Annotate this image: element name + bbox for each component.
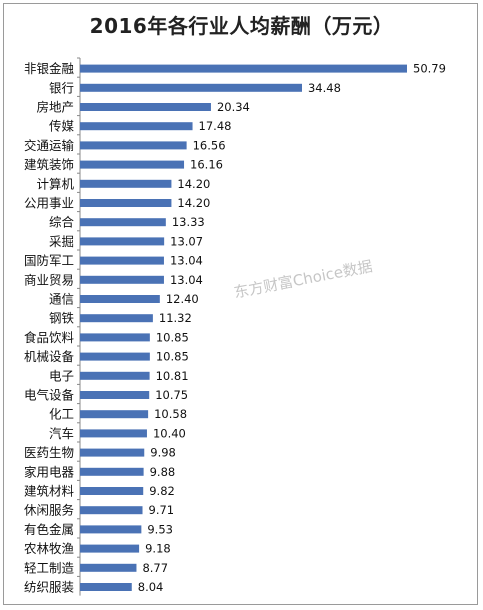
category-label: 银行: [49, 80, 74, 95]
category-label: 传媒: [49, 119, 75, 134]
bar: [80, 563, 137, 572]
bar: [80, 487, 144, 495]
data-label: 9.88: [150, 465, 176, 479]
bar: [80, 314, 153, 323]
data-label: 12.40: [166, 292, 199, 306]
category-label: 家用电器: [24, 464, 75, 479]
category-label: 休闲服务: [24, 503, 74, 518]
data-label: 8.77: [142, 561, 168, 575]
data-label: 9.71: [149, 503, 175, 517]
data-label: 10.75: [155, 388, 188, 402]
data-label: 20.34: [217, 100, 250, 114]
bar: [80, 410, 149, 419]
bar: [80, 333, 150, 342]
bar: [80, 352, 150, 361]
data-label: 14.20: [177, 177, 210, 191]
category-label: 建筑材料: [24, 484, 75, 499]
category-label: 交通运输: [24, 138, 75, 153]
chart-title: 2016年各行业人均薪酬（万元）: [89, 14, 394, 38]
category-label: 钢铁: [49, 311, 75, 326]
bar: [80, 275, 164, 284]
category-label: 轻工制造: [24, 560, 75, 575]
bar: [80, 64, 407, 73]
bar: [80, 448, 145, 457]
bar: [80, 506, 143, 515]
bar: [80, 467, 144, 476]
bar: [80, 391, 150, 399]
category-label: 机械设备: [24, 349, 75, 364]
data-label: 17.48: [199, 119, 232, 133]
data-label: 10.81: [156, 369, 189, 383]
category-label: 有色金属: [24, 522, 74, 537]
bar: [80, 122, 193, 131]
category-label: 建筑装饰: [24, 157, 74, 172]
category-label: 医药生物: [24, 445, 74, 460]
category-label: 综合: [49, 215, 75, 230]
category-label: 计算机: [36, 176, 74, 191]
bar: [80, 583, 132, 591]
data-label: 10.58: [154, 407, 187, 421]
bar: [80, 429, 147, 438]
category-label: 农林牧渔: [24, 541, 74, 556]
category-label: 纺织服装: [24, 580, 74, 595]
bar: [80, 199, 172, 207]
category-label: 通信: [49, 292, 74, 307]
data-label: 9.53: [147, 522, 173, 536]
data-label: 8.04: [138, 580, 164, 594]
category-label: 房地产: [36, 100, 74, 115]
data-label: 10.85: [156, 330, 189, 344]
data-label: 13.04: [170, 273, 203, 287]
bar: [80, 295, 160, 303]
data-label: 9.82: [149, 484, 175, 498]
data-label: 16.56: [193, 138, 226, 152]
category-label: 国防军工: [24, 253, 74, 268]
data-label: 14.20: [177, 196, 210, 210]
bar: [80, 237, 165, 246]
category-label: 食品饮料: [24, 330, 75, 345]
category-label: 采掘: [49, 234, 74, 249]
data-label: 13.07: [170, 234, 203, 248]
category-label: 非银金融: [24, 61, 75, 76]
data-label: 50.79: [413, 62, 446, 76]
data-label: 13.04: [170, 254, 203, 268]
category-label: 化工: [49, 407, 74, 422]
data-label: 9.98: [150, 446, 176, 460]
category-label: 汽车: [49, 426, 74, 441]
bar: [80, 103, 211, 111]
category-label: 电气设备: [24, 388, 75, 403]
category-label: 公用事业: [24, 196, 74, 211]
bar: [80, 179, 172, 188]
bar: [80, 544, 140, 553]
bar: [80, 218, 166, 227]
data-label: 16.16: [190, 158, 223, 172]
data-label: 10.40: [153, 426, 186, 440]
bar: [80, 371, 150, 380]
data-label: 34.48: [308, 81, 341, 95]
data-label: 13.33: [172, 215, 205, 229]
data-label: 9.18: [145, 542, 171, 556]
bar: [80, 525, 142, 534]
data-label: 11.32: [159, 311, 192, 325]
bar: [80, 141, 187, 150]
bar: [80, 256, 164, 265]
bar: [80, 160, 185, 169]
data-label: 10.85: [156, 350, 189, 364]
bar: [80, 83, 302, 92]
category-label: 商业贸易: [24, 272, 74, 287]
category-label: 电子: [49, 368, 74, 383]
